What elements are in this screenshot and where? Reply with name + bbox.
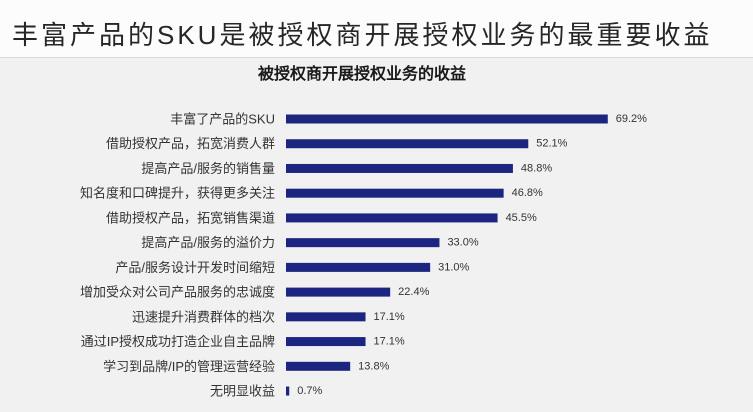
page-title: 丰富产品的SKU是被授权商开展授权业务的最重要收益 — [12, 20, 713, 50]
value-label: 69.2% — [616, 113, 647, 125]
value-label: 52.1% — [536, 138, 567, 150]
category-label: 借助授权产品，拓宽销售渠道 — [106, 210, 275, 225]
value-label: 31.0% — [438, 261, 469, 273]
category-label: 提高产品/服务的销售量 — [141, 161, 275, 176]
bar-row: 提高产品/服务的溢价力 33.0% — [141, 235, 478, 250]
bar — [286, 262, 431, 272]
category-label: 增加受众对公司产品服务的忠诚度 — [80, 285, 275, 300]
bar-row: 无明显收益 0.7% — [210, 384, 323, 399]
bar — [286, 213, 498, 223]
bar — [286, 114, 608, 124]
slide-header: 丰富产品的SKU是被授权商开展授权业务的最重要收益 — [0, 0, 753, 58]
bar-row: 丰富了产品的SKU 69.2% — [170, 112, 647, 127]
bar-row: 迅速提升消费群体的档次 17.1% — [132, 309, 405, 324]
bar-row: 借助授权产品，拓宽销售渠道 45.5% — [106, 210, 537, 225]
bar-row: 学习到品牌/IP的管理运营经验 13.8% — [103, 359, 389, 374]
bar — [286, 238, 440, 248]
value-label: 33.0% — [447, 237, 478, 249]
value-label: 0.7% — [297, 385, 322, 397]
bar-row: 产品/服务设计开发时间缩短 31.0% — [115, 260, 469, 275]
category-label: 知名度和口碑提升，获得更多关注 — [80, 186, 275, 201]
category-label: 产品/服务设计开发时间缩短 — [115, 260, 275, 275]
bar — [286, 386, 290, 396]
bar — [286, 337, 366, 347]
value-label: 46.8% — [512, 187, 543, 199]
category-label: 通过IP授权成功打造企业自主品牌 — [81, 334, 275, 349]
bar — [286, 163, 513, 173]
category-label: 学习到品牌/IP的管理运营经验 — [103, 359, 275, 374]
category-label: 丰富了产品的SKU — [170, 112, 275, 127]
value-label: 17.1% — [374, 311, 405, 323]
category-label: 无明显收益 — [210, 384, 275, 399]
bar — [286, 188, 504, 198]
category-label: 迅速提升消费群体的档次 — [132, 309, 275, 324]
bar-row: 借助授权产品，拓宽消费人群 52.1% — [106, 136, 568, 151]
value-label: 45.5% — [506, 212, 537, 224]
bar-row: 提高产品/服务的销售量 48.8% — [141, 161, 552, 176]
value-label: 22.4% — [398, 286, 429, 298]
bar — [286, 361, 351, 371]
bar-row: 知名度和口碑提升，获得更多关注 46.8% — [80, 186, 543, 201]
bar-row: 通过IP授权成功打造企业自主品牌 17.1% — [81, 334, 405, 349]
value-label: 17.1% — [374, 336, 405, 348]
bar-row: 增加受众对公司产品服务的忠诚度 22.4% — [80, 285, 430, 300]
chart-title: 被授权商开展授权业务的收益 — [257, 66, 466, 83]
value-label: 13.8% — [358, 360, 389, 372]
category-label: 借助授权产品，拓宽消费人群 — [106, 136, 275, 151]
bar — [286, 287, 391, 297]
bar — [286, 312, 366, 322]
category-label: 提高产品/服务的溢价力 — [141, 235, 275, 250]
value-label: 48.8% — [521, 162, 552, 174]
bar — [286, 139, 529, 149]
